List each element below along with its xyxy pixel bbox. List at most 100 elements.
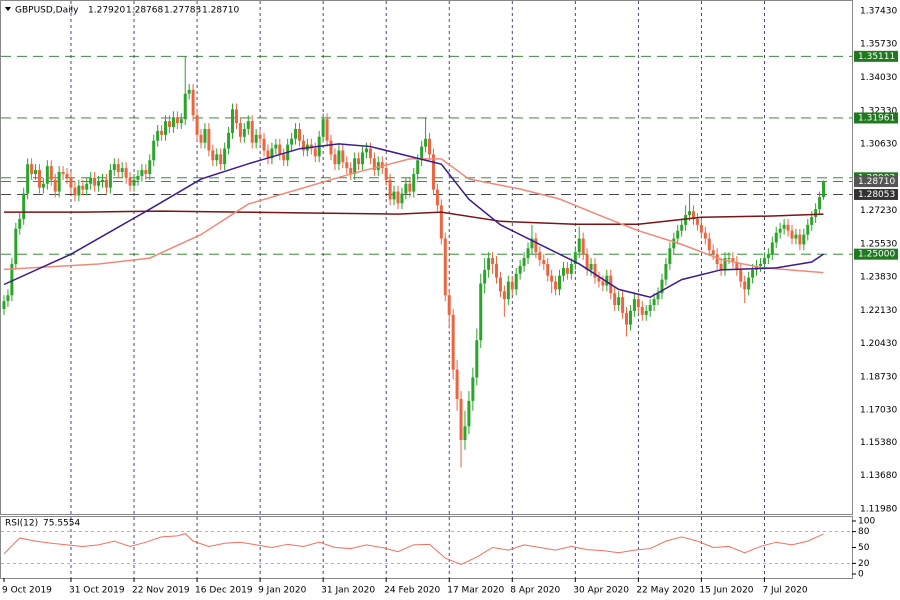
- candle-body: [167, 121, 171, 127]
- candle-body: [688, 211, 692, 216]
- x-tick-label: 8 Apr 2020: [510, 586, 560, 596]
- candle-body: [242, 128, 246, 137]
- y-tick-label: 1.22130: [860, 306, 897, 316]
- candle-body: [148, 160, 152, 174]
- candle-body: [597, 277, 601, 282]
- y-tick-label: 1.17030: [860, 406, 897, 416]
- candle-body: [565, 267, 569, 274]
- marks-layer: [2, 56, 826, 566]
- candle-body: [518, 265, 522, 274]
- candle-body: [569, 263, 573, 274]
- candle-body: [723, 258, 727, 270]
- y-tick-label: 1.18730: [860, 372, 897, 382]
- candle-body: [171, 117, 175, 127]
- candle-body: [404, 183, 408, 194]
- y-tick-label: 1.15380: [860, 438, 897, 448]
- candle-body: [6, 295, 10, 302]
- candle-body: [301, 140, 305, 151]
- candle-body: [156, 130, 160, 141]
- candle-body: [175, 117, 179, 124]
- candle-body: [345, 162, 349, 169]
- candle-body: [703, 232, 707, 239]
- candle-body: [10, 263, 14, 296]
- candle-body: [384, 168, 388, 180]
- candle-body: [128, 177, 132, 186]
- candle-body: [652, 299, 656, 306]
- y-tick-label: 1.30630: [860, 140, 897, 150]
- y-tick-label: 1.25530: [860, 239, 897, 249]
- rsi-line: [3, 533, 824, 566]
- candle-body: [357, 158, 361, 165]
- candle-body: [254, 134, 258, 143]
- x-tick-label: 9 Oct 2019: [2, 586, 52, 596]
- candle-body: [459, 398, 463, 441]
- candle-body: [298, 128, 301, 141]
- candle-body: [695, 218, 699, 225]
- x-tick-label: 16 Dec 2019: [195, 586, 253, 596]
- moving-average: [3, 143, 824, 299]
- candle-body: [747, 277, 751, 290]
- candle-body: [581, 238, 585, 255]
- candle-body: [274, 144, 278, 149]
- candle-body: [37, 170, 41, 188]
- candle-body: [628, 310, 632, 325]
- candle-body: [613, 293, 617, 306]
- candle-body: [455, 369, 459, 399]
- candle-body: [782, 224, 786, 229]
- candle-body: [400, 193, 404, 204]
- candle-body: [199, 134, 203, 143]
- candle-body: [2, 301, 6, 309]
- candle-body: [644, 310, 648, 315]
- candle-body: [798, 234, 802, 245]
- candle-body: [684, 215, 688, 225]
- candle-body: [550, 275, 554, 282]
- menu-arrow[interactable]: [5, 7, 11, 11]
- candle-body: [266, 150, 270, 159]
- candle-body: [435, 189, 439, 206]
- labels-layer: 1.37430 1.35730 1.34030 1.32330 1.30630 1.272…: [2, 6, 898, 596]
- x-tick-label: 31 Oct 2019: [69, 586, 125, 596]
- candle-body: [758, 263, 762, 266]
- y-tick-label: 1.35730: [860, 40, 897, 50]
- candle-body: [554, 281, 558, 290]
- candle-body: [368, 148, 372, 159]
- candle-body: [333, 154, 337, 165]
- candle-body: [526, 248, 530, 259]
- candle-body: [786, 224, 790, 231]
- x-tick-label: 17 Mar 2020: [447, 586, 504, 596]
- candle-body: [215, 154, 219, 161]
- candle-body: [136, 175, 140, 180]
- candle-body: [778, 228, 782, 233]
- candle-body: [680, 224, 684, 231]
- candle-body: [41, 183, 45, 188]
- candle-body: [522, 258, 526, 266]
- y-tick-label: 1.23830: [860, 273, 897, 283]
- candle-body: [766, 254, 770, 259]
- moving-average: [3, 158, 824, 274]
- candle-body: [26, 164, 30, 194]
- candle-body: [195, 115, 199, 135]
- candle-body: [372, 158, 376, 171]
- level-label: 1.25000: [858, 250, 895, 260]
- rsi-title: RSI(12): [5, 519, 38, 529]
- rsi-tick-label: 0: [858, 570, 864, 580]
- candle-body: [711, 250, 715, 255]
- candle-body: [14, 228, 18, 264]
- candle-body: [227, 132, 231, 149]
- rsi-tick-label: 50: [858, 543, 870, 553]
- candle-body: [231, 109, 235, 133]
- candle-body: [802, 234, 806, 245]
- ohlc-high: 1.28768: [126, 6, 163, 16]
- rsi-tick-label: 100: [858, 517, 875, 527]
- candle-body: [471, 377, 475, 401]
- y-tick-label: 1.20430: [860, 339, 897, 349]
- candle-body: [179, 119, 183, 124]
- candle-body: [577, 238, 581, 253]
- candle-body: [664, 263, 668, 280]
- moving-average: [4, 210, 824, 225]
- candle-body: [152, 140, 156, 161]
- candle-body: [794, 234, 798, 239]
- candle-body: [22, 193, 26, 219]
- candle-body: [762, 258, 766, 264]
- level-tag: [854, 112, 898, 124]
